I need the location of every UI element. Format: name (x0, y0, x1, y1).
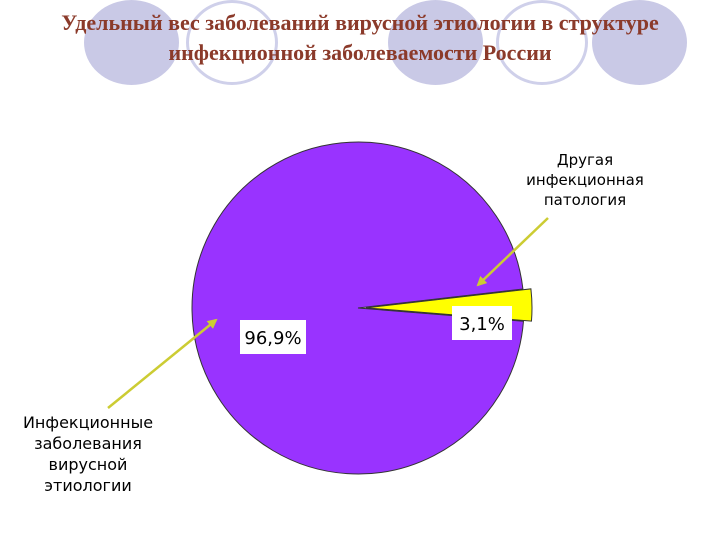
data-label-viral: 96,9% (244, 328, 301, 349)
callout-arrow-other (476, 217, 549, 287)
data-label-viral-box (240, 320, 306, 354)
decor-circle-5 (592, 0, 687, 85)
decor-circle-4 (496, 0, 588, 85)
callout-viral-line-4: этиологии (44, 476, 132, 495)
pie-slice-viral (191, 141, 525, 475)
data-label-other-box (452, 306, 512, 340)
decor-circle-1 (84, 0, 179, 85)
callout-viral-line-3: вирусной (48, 455, 128, 474)
callout-viral-line-1: Инфекционные (22, 413, 154, 432)
callout-other-line-2: инфекционная (526, 171, 644, 189)
title-line-1: Удельный вес заболеваний вирусной этиоло… (61, 10, 659, 35)
callout-arrow-viral (107, 318, 218, 409)
data-label-other: 3,1% (459, 314, 505, 335)
decor-circle-2 (186, 0, 278, 85)
callout-viral-diseases: Инфекционные заболевания вирусной этиоло… (8, 412, 168, 496)
chart-title: Удельный вес заболеваний вирусной этиоло… (10, 8, 710, 68)
decor-circle-3 (388, 0, 483, 85)
title-line-2: инфекционной заболеваемости России (168, 40, 552, 65)
callout-viral-line-2: заболевания (34, 434, 142, 453)
callout-other-line-1: Другая (556, 151, 614, 169)
callout-other-line-3: патология (543, 191, 627, 209)
callout-other-pathology: Другая инфекционная патология (505, 150, 665, 210)
